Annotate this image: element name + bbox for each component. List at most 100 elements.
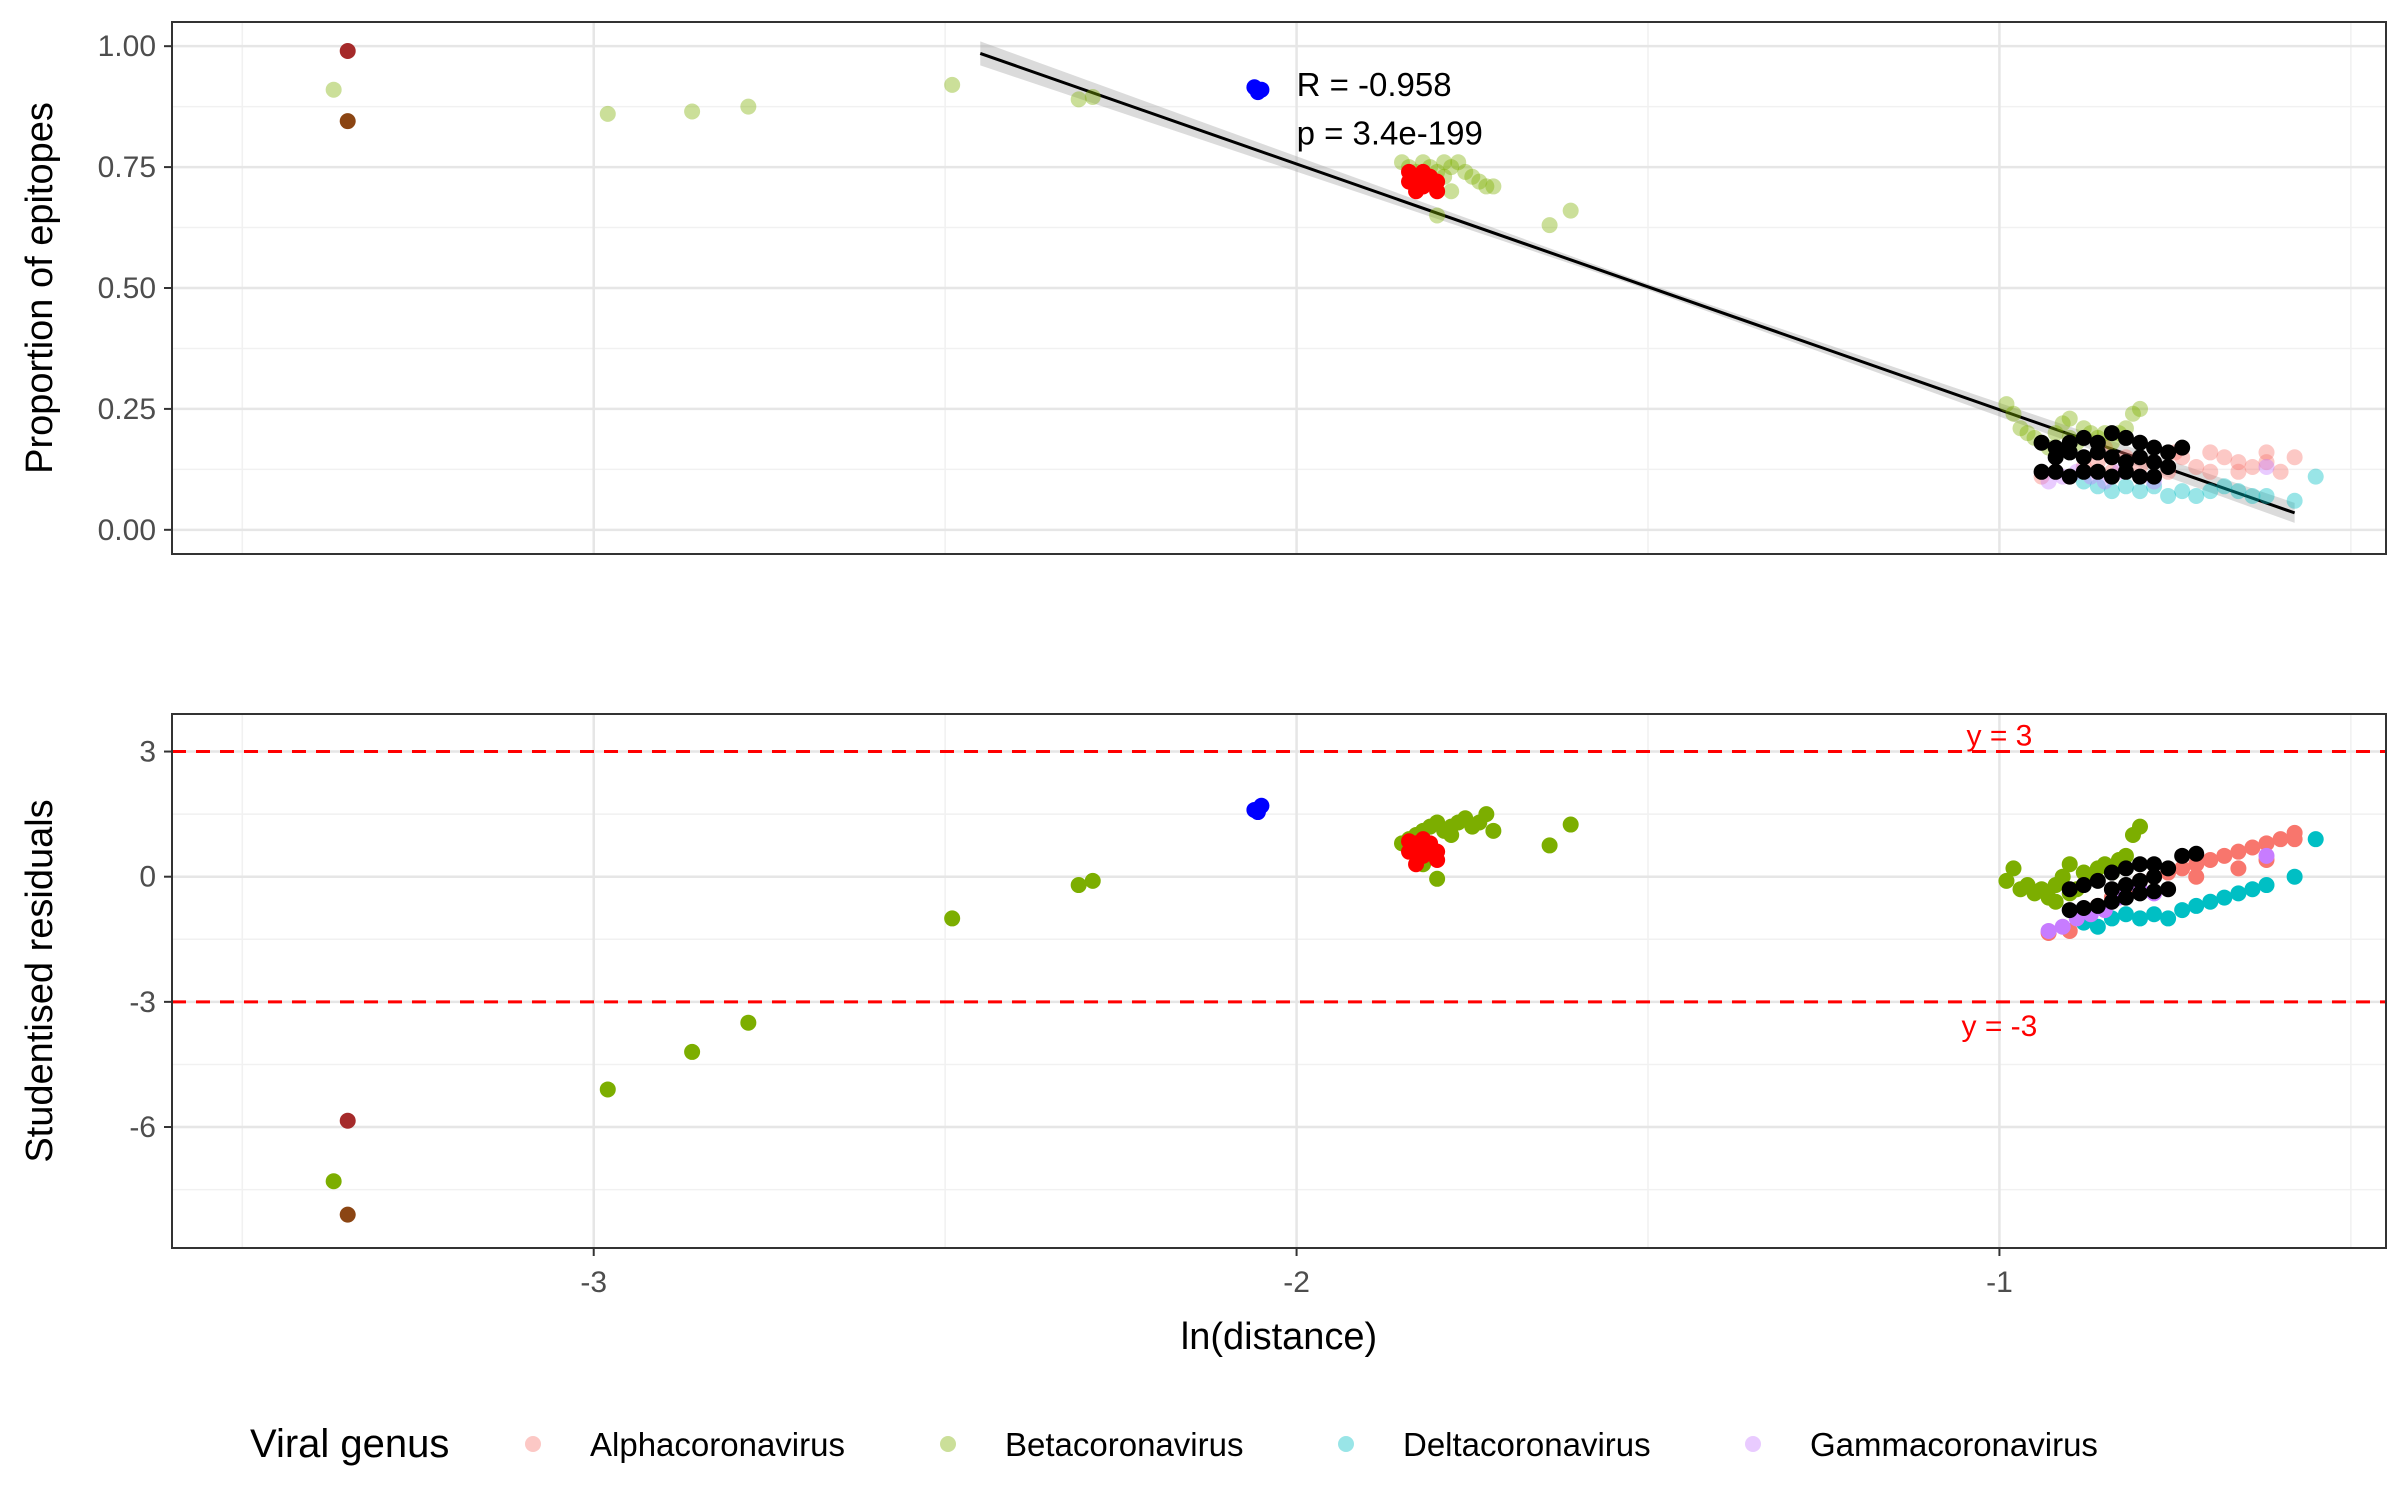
legend-label-betacoronavirus: Betacoronavirus xyxy=(1005,1426,1243,1463)
top-point-alphacoronavirus xyxy=(2216,449,2233,466)
bottom-point-betacoronavirus xyxy=(2047,893,2064,910)
top-point-alphacoronavirus xyxy=(2272,463,2289,480)
top-highlight-point xyxy=(2061,444,2078,461)
top-points xyxy=(325,43,2324,509)
bottom-highlight-point xyxy=(339,1112,356,1129)
top-point-betacoronavirus xyxy=(1429,207,1446,224)
top-highlight-ff0000 xyxy=(1401,163,1446,200)
bottom-point-betacoronavirus xyxy=(1478,806,1495,823)
top-point-deltacoronavirus xyxy=(2188,487,2205,504)
top-highlight-point xyxy=(2103,449,2120,466)
x-tick-label: -2 xyxy=(1283,1266,1310,1299)
bottom-highlight-point xyxy=(2132,885,2148,902)
top-annotations: R = -0.958 p = 3.4e-199 xyxy=(1297,66,1483,151)
legend-entry-alphacoronavirus: Alphacoronavirus xyxy=(525,1426,845,1463)
bottom-point-alphacoronavirus xyxy=(2230,860,2247,877)
bottom-highlight-point xyxy=(1249,804,1266,821)
legend-label-gammacoronavirus: Gammacoronavirus xyxy=(1810,1426,2098,1463)
bottom-y-ticks: 3 0 -3 -6 xyxy=(129,736,172,1144)
bottom-highlight-point xyxy=(2146,868,2163,885)
top-point-betacoronavirus xyxy=(1471,173,1488,190)
top-point-deltacoronavirus xyxy=(2174,483,2191,500)
bottom-point-gammacoronavirus xyxy=(2258,847,2275,864)
bottom-points xyxy=(325,797,2324,1223)
top-point-alphacoronavirus xyxy=(2230,463,2247,480)
legend-entry-deltacoronavirus: Deltacoronavirus xyxy=(1338,1426,1651,1463)
top-point-betacoronavirus xyxy=(2047,425,2064,442)
top-point-betacoronavirus xyxy=(2124,405,2141,422)
bottom-point-betacoronavirus xyxy=(2005,860,2022,877)
bottom-point-alphacoronavirus xyxy=(2244,839,2261,856)
bottom-highlight-point xyxy=(2117,877,2134,894)
bottom-point-betacoronavirus xyxy=(2132,818,2148,835)
top-highlight-point xyxy=(2117,429,2134,446)
top-highlight-point xyxy=(2075,449,2092,466)
bottom-point-alphacoronavirus xyxy=(2174,860,2191,877)
bottom-point-deltacoronavirus xyxy=(2307,831,2324,848)
bottom-point-deltacoronavirus xyxy=(2258,877,2275,894)
legend-entry-betacoronavirus: Betacoronavirus xyxy=(940,1426,1243,1463)
bottom-highlight-000000 xyxy=(2061,845,2205,919)
top-highlight-point xyxy=(2103,425,2120,442)
bottom-point-betacoronavirus xyxy=(1485,822,1502,839)
bottom-highlight-point xyxy=(2061,902,2078,919)
bottom-highlight-point xyxy=(2075,899,2092,916)
legend-key-alphacoronavirus xyxy=(525,1436,541,1452)
bottom-point-betacoronavirus xyxy=(1443,826,1460,843)
top-point-betacoronavirus xyxy=(2019,425,2036,442)
bottom-point-alphacoronavirus xyxy=(2216,847,2233,864)
top-highlight-point xyxy=(2132,434,2148,451)
bottom-point-deltacoronavirus xyxy=(2202,893,2219,910)
bottom-y-tick-label: -3 xyxy=(129,986,156,1019)
bottom-point-deltacoronavirus xyxy=(2160,910,2177,927)
top-highlight-point xyxy=(2033,434,2050,451)
top-point-deltacoronavirus xyxy=(2132,483,2148,500)
bottom-highlight-point xyxy=(2061,881,2078,898)
bottom-highlight-point xyxy=(2103,864,2120,881)
top-highlight-a52a2a xyxy=(339,43,356,60)
top-point-betacoronavirus xyxy=(1485,178,1502,195)
top-point-betacoronavirus xyxy=(2132,400,2148,417)
top-regression-line xyxy=(979,41,2296,523)
top-highlight-point xyxy=(2033,463,2050,480)
bottom-point-betacoronavirus xyxy=(1541,837,1558,854)
bottom-point-betacoronavirus xyxy=(944,910,961,927)
top-y-tick-label: 0.50 xyxy=(98,272,156,305)
top-point-alphacoronavirus xyxy=(2188,458,2205,475)
bottom-highlight-point xyxy=(1401,833,1418,850)
top-point-deltacoronavirus xyxy=(2160,487,2177,504)
top-point-deltacoronavirus xyxy=(2117,478,2134,495)
x-tick-label: -3 xyxy=(580,1266,607,1299)
top-highlight-8b4513 xyxy=(339,113,356,130)
bottom-highlight-8b4513 xyxy=(339,1206,356,1223)
reference-label-y-3: y = 3 xyxy=(1966,720,2032,753)
annotation-p: p = 3.4e-199 xyxy=(1297,114,1483,151)
legend-entry-gammacoronavirus: Gammacoronavirus xyxy=(1745,1426,2098,1463)
legend-title: Viral genus xyxy=(250,1422,449,1466)
top-point-alphacoronavirus xyxy=(2230,454,2247,471)
top-point-betacoronavirus xyxy=(2054,415,2071,432)
bottom-point-gammacoronavirus xyxy=(2040,922,2057,939)
top-highlight-point xyxy=(2103,468,2120,485)
x-axis-title: ln(distance) xyxy=(1181,1316,1377,1358)
top-point-alphacoronavirus xyxy=(2258,444,2275,461)
top-point-betacoronavirus xyxy=(1450,154,1467,171)
bottom-point-deltacoronavirus xyxy=(2089,918,2106,935)
bottom-point-betacoronavirus xyxy=(1084,872,1101,889)
bottom-highlight-point xyxy=(2146,856,2163,873)
top-point-betacoronavirus xyxy=(684,103,701,120)
bottom-point-deltacoronavirus xyxy=(2216,889,2233,906)
top-point-betacoronavirus xyxy=(1443,159,1460,176)
top-highlight-point xyxy=(2146,468,2163,485)
bottom-point-betacoronavirus xyxy=(1070,877,1087,894)
bottom-point-alphacoronavirus xyxy=(2286,831,2303,848)
top-point-betacoronavirus xyxy=(1070,91,1087,108)
bottom-point-alphacoronavirus xyxy=(2258,835,2275,852)
bottom-panel: y = 3 y = -3 3 0 -3 -6 -3 -2 -1 xyxy=(129,713,2387,1299)
bottom-point-betacoronavirus xyxy=(599,1081,616,1098)
top-highlight-point xyxy=(1429,173,1446,190)
top-highlight-point xyxy=(2146,454,2163,471)
top-y-tick-label: 0.25 xyxy=(98,393,156,426)
top-point-betacoronavirus xyxy=(1443,183,1460,200)
